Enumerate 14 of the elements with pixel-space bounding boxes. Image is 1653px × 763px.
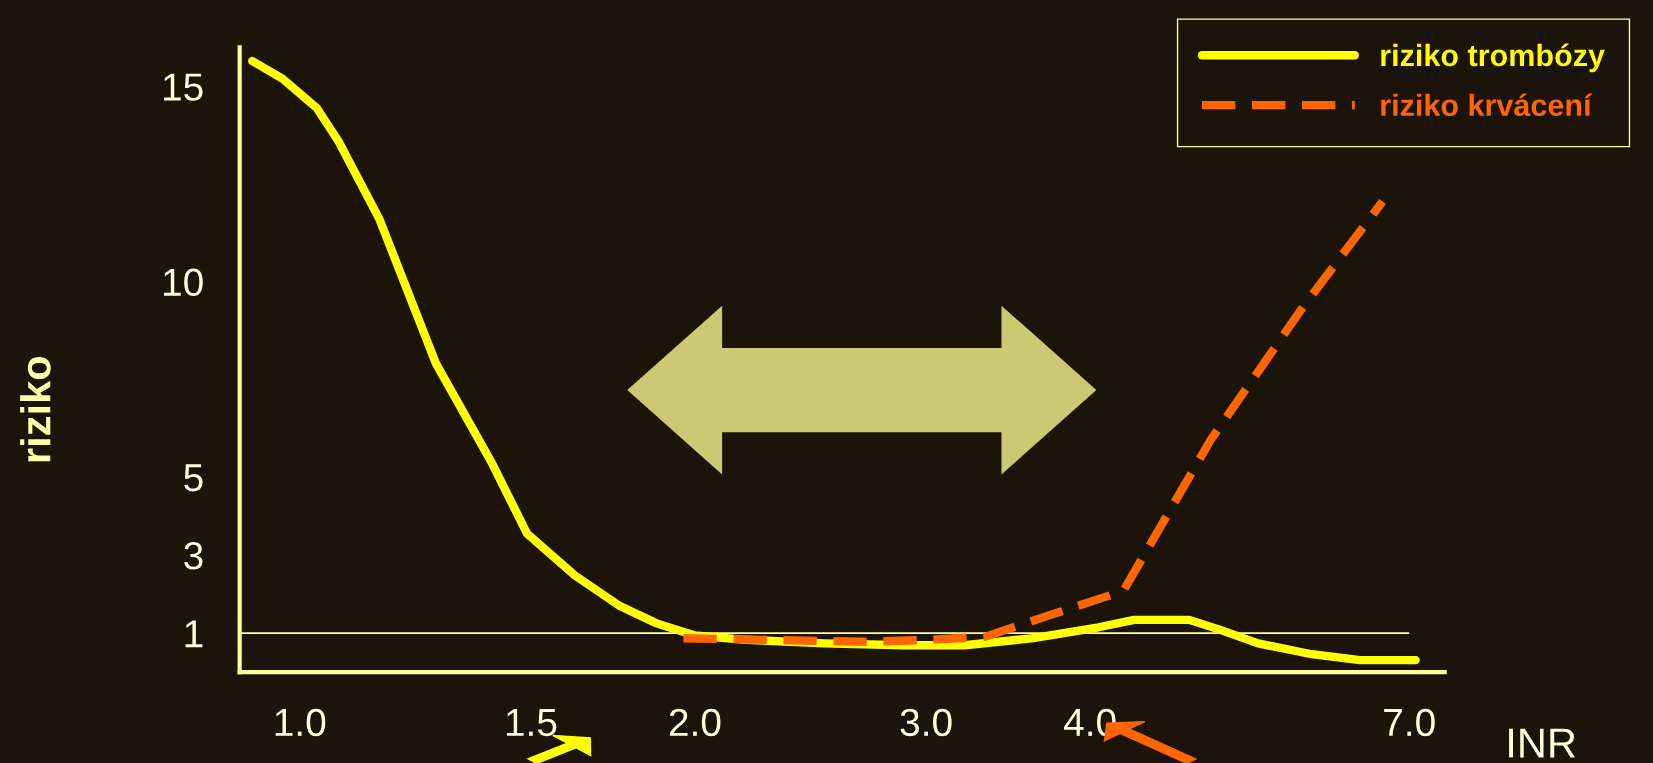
x-tick-label: 1.0 — [275, 708, 326, 737]
y-tick-label: 10 — [163, 268, 203, 297]
x-tick-label: 1.5 — [506, 709, 557, 737]
legend-label: riziko krvácení — [1381, 93, 1593, 117]
x-axis-title: INR — [1509, 728, 1576, 758]
x-tick-label: 7.0 — [1384, 708, 1435, 737]
y-axis-title: riziko — [20, 356, 51, 462]
legend-label: riziko trombózy — [1381, 43, 1605, 73]
y-tick-label: 3 — [184, 541, 203, 570]
y-tick-label: 5 — [184, 464, 203, 492]
x-tick-label: 2.0 — [669, 708, 721, 737]
y-tick-label: 15 — [163, 73, 203, 101]
x-tick-label: 3.0 — [900, 708, 952, 737]
y-tick-label: 1 — [185, 620, 203, 648]
